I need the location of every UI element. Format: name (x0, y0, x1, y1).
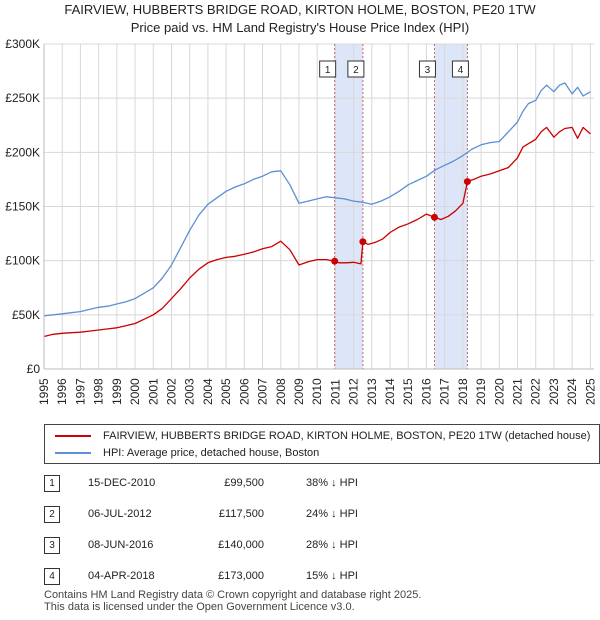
legend-swatch-hpi (55, 452, 91, 454)
sale-number-box (319, 60, 337, 78)
x-tick-label: 2004 (201, 378, 215, 405)
transaction-hpi: 28% ↓ HPI (306, 539, 358, 551)
x-tick-label: 2021 (511, 378, 525, 405)
x-tick-label: 2014 (383, 378, 397, 405)
x-tick-label: 2007 (256, 378, 270, 405)
transaction-number: 3 (44, 537, 60, 554)
transaction-date: 08-JUN-2016 (88, 539, 154, 551)
y-tick-label: £50K (12, 308, 40, 322)
transaction-row: 3 08-JUN-2016 £140,000 28% ↓ HPI (44, 537, 584, 557)
x-tick-label: 2000 (128, 378, 142, 405)
transaction-price: £173,000 (218, 570, 264, 582)
transaction-number: 4 (44, 568, 60, 585)
x-tick-label: 2003 (183, 378, 197, 405)
chart-title: FAIRVIEW, HUBBERTS BRIDGE ROAD, KIRTON H… (64, 2, 536, 17)
x-tick-label: 2025 (583, 378, 597, 405)
hpi-line (43, 82, 591, 317)
sale-number-label: 1 (325, 65, 331, 76)
sale-point (331, 257, 339, 265)
y-tick-label: £250K (5, 91, 40, 105)
x-tick-label: 2016 (419, 378, 433, 405)
x-tick-label: 2019 (474, 378, 488, 405)
sale-number-label: 3 (425, 65, 431, 76)
sale-number-box (347, 60, 365, 78)
y-tick-label: £100K (5, 254, 40, 268)
chart-subtitle: Price paid vs. HM Land Registry's House … (130, 20, 470, 35)
x-tick-label: 1995 (37, 378, 51, 405)
x-tick-label: 2010 (310, 378, 324, 405)
transaction-row: 2 06-JUL-2012 £117,500 24% ↓ HPI (44, 506, 584, 526)
x-tick-label: 2023 (547, 378, 561, 405)
transaction-number: 1 (44, 475, 60, 492)
footer-licence: This data is licensed under the Open Gov… (44, 601, 355, 613)
y-tick-label: £300K (5, 37, 40, 51)
sale-number-marker: 3 (418, 60, 436, 78)
transaction-date: 06-JUL-2012 (88, 508, 152, 520)
x-tick-label: 2009 (292, 378, 306, 405)
y-tick-label: £150K (5, 200, 40, 214)
sale-point (430, 213, 438, 221)
x-tick-label: 2013 (365, 378, 379, 405)
transaction-price: £140,000 (218, 539, 264, 551)
sale-number-marker: 1 (319, 60, 337, 78)
x-tick-label: 2002 (164, 378, 178, 405)
transaction-row: 4 04-APR-2018 £173,000 15% ↓ HPI (44, 568, 584, 588)
y-tick-label: £200K (5, 145, 40, 159)
sale-point (463, 178, 471, 186)
legend-label-property: FAIRVIEW, HUBBERTS BRIDGE ROAD, KIRTON H… (103, 430, 591, 442)
transaction-hpi: 15% ↓ HPI (306, 570, 358, 582)
x-tick-label: 1997 (73, 378, 87, 405)
x-tick-label: 2005 (219, 378, 233, 405)
x-tick-label: 2012 (347, 378, 361, 405)
x-tick-label: 1996 (55, 378, 69, 405)
x-tick-label: 2015 (401, 378, 415, 405)
transaction-hpi: 38% ↓ HPI (306, 477, 358, 489)
transaction-date: 15-DEC-2010 (88, 477, 156, 489)
transaction-price: £99,500 (224, 477, 264, 489)
sale-number-marker: 2 (347, 60, 365, 78)
sale-number-label: 2 (353, 65, 359, 76)
footer-copyright: Contains HM Land Registry data © Crown c… (44, 589, 422, 601)
sale-number-box (418, 60, 436, 78)
property-price-line (43, 126, 591, 338)
x-tick-label: 2022 (529, 378, 543, 405)
legend-swatch-property (55, 435, 91, 437)
x-tick-label: 2006 (237, 378, 251, 405)
transaction-hpi: 24% ↓ HPI (306, 508, 358, 520)
sale-number-label: 4 (458, 65, 464, 76)
x-tick-label: 1999 (110, 378, 124, 405)
transaction-price: £117,500 (218, 508, 264, 520)
transaction-date: 04-APR-2018 (88, 570, 155, 582)
x-tick-label: 1998 (92, 378, 106, 405)
x-tick-label: 2008 (274, 378, 288, 405)
y-tick-label: £0 (27, 362, 41, 376)
legend-label-hpi: HPI: Average price, detached house, Bost… (103, 447, 320, 459)
sale-number-box (451, 60, 469, 78)
transaction-number: 2 (44, 506, 60, 523)
x-tick-label: 2018 (456, 378, 470, 405)
x-tick-label: 2001 (146, 378, 160, 405)
x-tick-label: 2024 (565, 378, 579, 405)
price-chart: 1 2 3 4 £0 £50K £100K £150K £200K £250K £300K 1995 1… (5, 37, 597, 405)
x-tick-label: 2020 (492, 378, 506, 405)
transaction-row: 1 15-DEC-2010 £99,500 38% ↓ HPI (44, 475, 584, 495)
x-tick-label: 2011 (328, 379, 342, 405)
sale-point (359, 238, 367, 246)
sale-number-marker: 4 (451, 60, 469, 78)
x-tick-label: 2017 (438, 378, 452, 405)
legend: FAIRVIEW, HUBBERTS BRIDGE ROAD, KIRTON H… (44, 424, 600, 464)
